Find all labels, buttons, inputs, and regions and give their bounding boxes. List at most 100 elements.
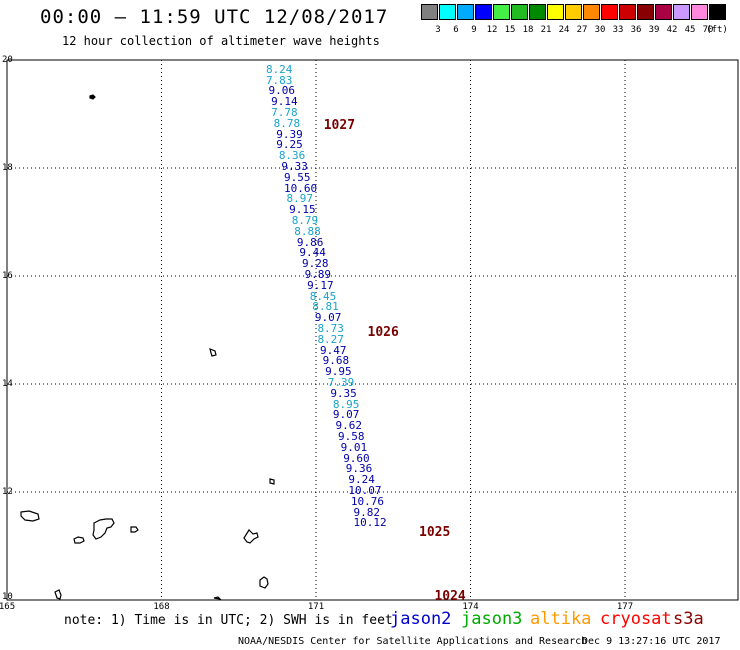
wave-height-label: 9.25 — [276, 138, 303, 152]
wave-height-label: 7.83 — [265, 73, 293, 87]
colorbar-label: 12 — [486, 25, 498, 35]
island — [92, 518, 115, 540]
latitude-tick-label: 10 — [2, 592, 13, 602]
latitude-tick-label: 20 — [2, 55, 13, 65]
wave-height-label: 8.88 — [294, 224, 321, 238]
wave-height-label: 9.82 — [353, 505, 381, 519]
wave-height-label: 9.68 — [322, 354, 350, 368]
colorbar-swatch — [493, 4, 510, 20]
colorbar-label: 27 — [576, 25, 588, 35]
wave-height-label: 9.01 — [340, 440, 368, 454]
wave-height-label: 8.97 — [286, 192, 314, 206]
colorbar-swatch — [601, 4, 618, 20]
wave-height-label: 8.78 — [273, 116, 301, 130]
island — [130, 526, 139, 533]
colorbar-label: 70 — [702, 25, 714, 35]
latitude-tick-label: 14 — [2, 379, 13, 389]
map-frame — [6, 59, 739, 601]
wave-height-label: 9.36 — [345, 462, 373, 476]
colorbar-swatch — [547, 4, 564, 20]
colorbar-label: 30 — [594, 25, 606, 35]
wave-height-label: 9.15 — [289, 203, 316, 217]
pressure-label: 1025 — [419, 524, 451, 540]
legend-s3a: s3a — [673, 609, 704, 629]
credit-timestamp: Dec 9 13:27:16 UTC 2017 — [582, 636, 721, 647]
colorbar-label: 39 — [648, 25, 660, 35]
wave-height-label: 9.33 — [281, 159, 308, 173]
wave-height-label: 8.73 — [317, 321, 344, 335]
wave-height-label: 9.55 — [283, 170, 311, 184]
colorbar-swatch — [709, 4, 726, 20]
latitude-tick-label: 12 — [2, 487, 13, 497]
latitude-tick-label: 16 — [2, 271, 13, 281]
colorbar-swatch — [421, 4, 438, 20]
latitude-tick-label: 18 — [2, 163, 13, 173]
colorbar-swatch — [439, 4, 456, 20]
wave-height-label: 8.81 — [312, 300, 339, 314]
colorbar-label: 6 — [453, 25, 459, 35]
colorbar-swatch — [637, 4, 654, 20]
colorbar-swatch — [511, 4, 528, 20]
island — [73, 536, 85, 544]
colorbar-label: 45 — [684, 25, 696, 35]
colorbar-swatch — [691, 4, 708, 20]
pressure-label: 1024 — [434, 589, 466, 605]
map-title: 00:00 – 11:59 UTC 12/08/2017 — [40, 6, 389, 28]
wave-height-label: 10.12 — [353, 516, 387, 530]
colorbar-swatch — [457, 4, 474, 20]
colorbar-label: 36 — [630, 25, 642, 35]
colorbar-label: 42 — [666, 25, 678, 35]
colorbar-swatch — [619, 4, 636, 20]
wave-height-label: 9.44 — [299, 246, 326, 260]
wave-height-label: 9.14 — [271, 95, 298, 109]
island — [209, 348, 217, 357]
wave-height-label: 9.07 — [332, 408, 360, 422]
footnote: note: 1) Time is in UTC; 2) SWH is in fe… — [64, 613, 393, 628]
wave-height-label: 8.79 — [291, 213, 319, 227]
wave-height-label: 10.60 — [283, 181, 318, 195]
colorbar-label: 21 — [540, 25, 552, 35]
wave-height-label: 9.60 — [343, 451, 370, 465]
wave-height-label: 8.24 — [265, 62, 293, 76]
wave-height-label: 9.28 — [302, 257, 329, 271]
colorbar-swatch — [529, 4, 546, 20]
wave-height-label: 8.45 — [309, 289, 337, 303]
longitude-tick-label: 171 — [307, 602, 325, 612]
island — [243, 529, 259, 544]
legend-jason2: jason2 — [390, 609, 452, 629]
pressure-label: 1027 — [323, 117, 356, 133]
wave-height-label: 9.24 — [348, 473, 375, 487]
wave-height-label: 7.78 — [271, 105, 298, 119]
colorbar-swatch — [673, 4, 690, 20]
wave-height-label: 9.86 — [296, 235, 324, 249]
wave-height-label: 9.58 — [338, 429, 365, 443]
colorbar-label: 33 — [612, 25, 624, 35]
wave-height-label: 10.76 — [350, 494, 385, 508]
wave-height-label: 9.89 — [304, 267, 332, 281]
colorbar-label: 24 — [558, 25, 570, 35]
colorbar-label: (ft) — [706, 25, 728, 35]
legend-altika: altika — [530, 609, 592, 629]
wave-height-label: 9.47 — [320, 343, 347, 357]
island — [213, 596, 222, 600]
wave-height-label: 9.06 — [268, 84, 296, 98]
island — [20, 510, 40, 522]
colorbar-label: 9 — [471, 25, 477, 35]
wave-height-label: 7.39 — [327, 375, 355, 389]
colorbar-swatch — [655, 4, 672, 20]
colorbar-label: 18 — [522, 25, 534, 35]
map-subtitle: 12 hour collection of altimeter wave hei… — [62, 34, 380, 48]
island — [54, 589, 62, 600]
wave-height-label: 9.07 — [314, 311, 342, 325]
longitude-tick-label: 165 — [0, 602, 16, 612]
wave-height-label: 9.95 — [325, 365, 352, 379]
wave-height-label: 9.35 — [330, 386, 357, 400]
legend-jason3: jason3 — [461, 609, 523, 629]
legend-cryosat: cryosat — [600, 609, 672, 629]
colorbar-swatch — [475, 4, 492, 20]
wave-height-label: 10.07 — [348, 483, 382, 497]
island-marker — [89, 94, 96, 100]
wave-height-label: 9.39 — [276, 127, 303, 141]
wave-height-label: 8.95 — [332, 397, 360, 411]
